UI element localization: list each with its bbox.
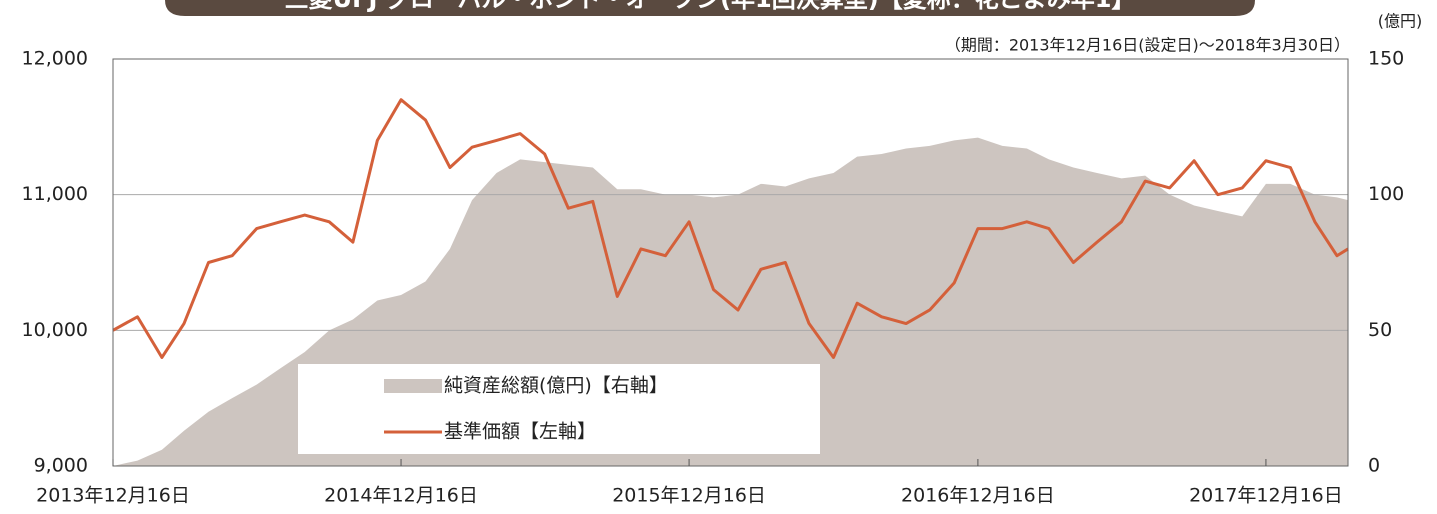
y2-tick-label: 50	[1368, 319, 1392, 341]
y-tick-label: 11,000	[22, 183, 88, 205]
y2-unit: (億円)	[1378, 12, 1423, 31]
y-tick-label: 9,000	[34, 455, 88, 477]
title-banner	[165, 0, 1255, 16]
x-tick-label: 2013年12月16日	[36, 485, 190, 507]
y2-tick-label: 0	[1368, 455, 1380, 477]
x-tick-label: 2015年12月16日	[612, 485, 766, 507]
x-tick-label: 2014年12月16日	[324, 485, 478, 507]
x-tick-label: 2016年12月16日	[901, 485, 1055, 507]
y-tick-label: 12,000	[22, 48, 88, 70]
plot-frame	[112, 58, 1349, 467]
period-annotation: （期間：2013年12月16日(設定日)～2018年3月30日）	[945, 36, 1350, 55]
legend-label: 純資産総額(億円)【右軸】	[444, 375, 668, 397]
x-tick-label: 2017年12月16日	[1189, 485, 1343, 507]
y2-tick-label: 100	[1368, 183, 1404, 205]
nav-line	[112, 98, 1349, 359]
legend-label: 基準価額【左軸】	[444, 421, 596, 443]
y-tick-label: 10,000	[22, 319, 88, 341]
y2-tick-label: 150	[1368, 48, 1404, 70]
chart-title: 三菱UFJ グローバル・ボンド・オープン(年1回決算型)【愛称：花こよみ年1】	[285, 0, 1136, 13]
legend-swatch	[384, 379, 442, 393]
plot: 9,000 10,000 11,000 12,000 0 50 100 150 2013年12月…	[22, 48, 1405, 507]
